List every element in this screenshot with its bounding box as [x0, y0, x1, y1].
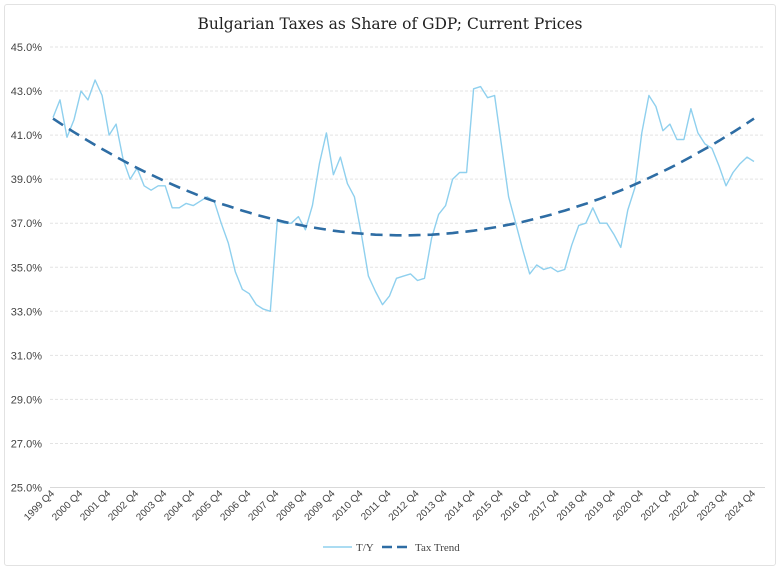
y-tick-label: 33.0%	[11, 306, 42, 318]
series-group	[52, 79, 755, 312]
y-axis-ticks: 25.0% 27.0% 29.0% 31.0% 33.0% 35.0% 37.0% 39.0%…	[11, 42, 42, 495]
y-tick-label: 41.0%	[11, 130, 42, 142]
legend-label-ty: T/Y	[356, 542, 374, 554]
y-tick-label: 31.0%	[11, 350, 42, 362]
chart-frame	[4, 4, 776, 566]
x-tick-label: 2024 Q4	[723, 488, 758, 523]
y-tick-label: 27.0%	[11, 438, 42, 450]
y-tick-label: 35.0%	[11, 262, 42, 274]
chart-title: Bulgarian Taxes as Share of GDP; Current…	[197, 15, 582, 33]
y-tick-label: 25.0%	[11, 483, 42, 495]
y-tick-label: 29.0%	[11, 394, 42, 406]
gridlines	[50, 46, 765, 488]
series-line-ty	[52, 79, 755, 312]
series-line-tax-trend	[52, 117, 755, 237]
x-tick-label: 2010 Q4	[331, 488, 366, 523]
y-tick-label: 39.0%	[11, 174, 42, 186]
y-tick-label: 37.0%	[11, 218, 42, 230]
y-tick-label: 45.0%	[11, 42, 42, 54]
legend-label-trend: Tax Trend	[415, 542, 460, 554]
y-tick-label: 43.0%	[11, 86, 42, 98]
legend: T/Y Tax Trend	[323, 542, 460, 554]
